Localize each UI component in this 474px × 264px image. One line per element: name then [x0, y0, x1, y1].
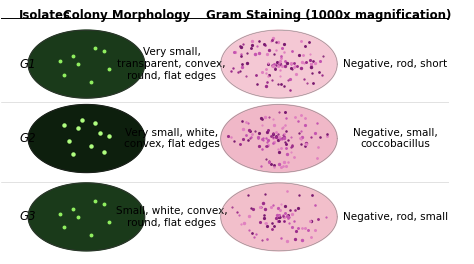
Polygon shape	[28, 30, 145, 98]
Polygon shape	[28, 105, 145, 172]
Text: Gram Staining (1000x magnification): Gram Staining (1000x magnification)	[206, 9, 451, 22]
Text: G2: G2	[19, 132, 36, 145]
Text: Negative, rod, short: Negative, rod, short	[343, 59, 447, 69]
Text: G3: G3	[19, 210, 36, 223]
Text: Negative, small,
coccobacillus: Negative, small, coccobacillus	[353, 128, 438, 149]
Polygon shape	[221, 105, 337, 172]
Circle shape	[221, 183, 337, 251]
Polygon shape	[28, 183, 145, 251]
Polygon shape	[221, 30, 337, 98]
Text: Isolates: Isolates	[19, 9, 71, 22]
Text: G1: G1	[19, 58, 36, 70]
Text: Colony Morphology: Colony Morphology	[63, 9, 191, 22]
Text: Negative, rod, small: Negative, rod, small	[343, 212, 448, 222]
Text: Very small, white,
convex, flat edges: Very small, white, convex, flat edges	[124, 128, 219, 149]
Text: Very small,
transparent, convex,
round, flat edges: Very small, transparent, convex, round, …	[117, 48, 226, 81]
Text: Small, white, convex,
round, flat edges: Small, white, convex, round, flat edges	[116, 206, 228, 228]
